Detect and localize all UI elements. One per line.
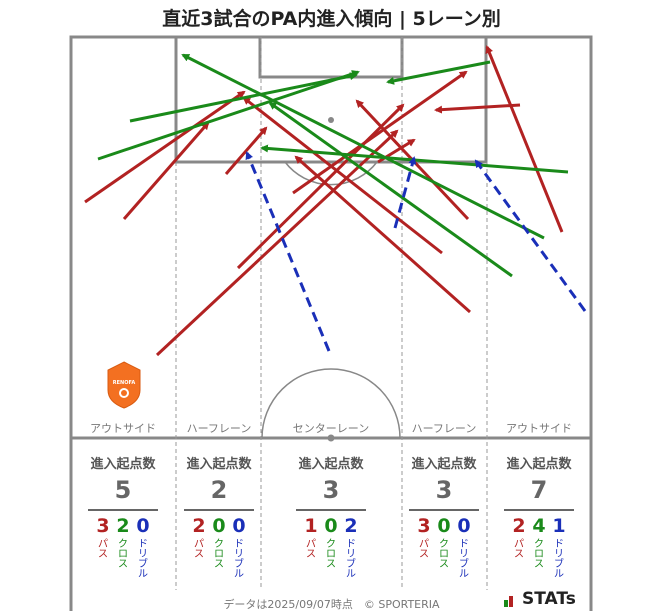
pass-arrow bbox=[434, 103, 521, 114]
entry-arrows bbox=[84, 45, 587, 357]
pass-count: 3 bbox=[417, 515, 431, 537]
stats-header: 進入起点数 bbox=[186, 457, 252, 472]
stats-header: 進入起点数 bbox=[90, 457, 156, 472]
cross-label: クロス bbox=[326, 539, 336, 570]
stats-header: 進入起点数 bbox=[506, 457, 572, 472]
svg-text:RENOFA: RENOFA bbox=[113, 380, 136, 386]
pass-count: 1 bbox=[304, 515, 318, 537]
dribble-label: ドリブル bbox=[459, 539, 469, 580]
pass-count: 3 bbox=[96, 515, 110, 537]
cross-arrow bbox=[181, 53, 545, 240]
pass-count: 2 bbox=[512, 515, 526, 537]
pass-count: 2 bbox=[192, 515, 206, 537]
lane-label-outside-right: アウトサイド bbox=[506, 422, 572, 435]
stats-divider bbox=[504, 509, 574, 511]
penalty-spot bbox=[328, 117, 334, 123]
goal-area bbox=[258, 35, 404, 79]
cross-arrow bbox=[97, 70, 360, 161]
stats-header: 進入起点数 bbox=[411, 457, 477, 472]
pass-arrow bbox=[292, 70, 468, 195]
lane-label-halflane-left: ハーフレーン bbox=[187, 422, 252, 435]
dribble-label: ドリブル bbox=[346, 539, 356, 580]
dribble-count: 0 bbox=[232, 515, 246, 537]
pass-label: パス bbox=[306, 539, 316, 560]
cross-arrow bbox=[386, 60, 491, 85]
pass-arrow bbox=[84, 90, 246, 204]
cross-count: 4 bbox=[532, 515, 546, 537]
cross-count: 0 bbox=[324, 515, 338, 537]
stats-logo-icon bbox=[504, 596, 513, 607]
stats-divider bbox=[296, 509, 366, 511]
lane-label-outside-left: アウトサイド bbox=[90, 422, 156, 435]
cross-arrow bbox=[129, 72, 358, 123]
dribble-arrow bbox=[245, 151, 331, 352]
dribble-label: ドリブル bbox=[234, 539, 244, 580]
pass-label: パス bbox=[514, 539, 524, 560]
pass-arrow bbox=[485, 45, 564, 233]
pass-arrow bbox=[294, 155, 471, 314]
pass-label: パス bbox=[98, 539, 108, 560]
cross-label: クロス bbox=[118, 539, 128, 570]
entry-total: 3 bbox=[322, 476, 340, 504]
dribble-count: 0 bbox=[457, 515, 471, 537]
cross-count: 0 bbox=[212, 515, 226, 537]
dribble-arrow bbox=[393, 156, 417, 229]
lane-label-halflane-right: ハーフレーン bbox=[412, 422, 477, 435]
entry-total: 7 bbox=[530, 476, 548, 504]
pass-arrow bbox=[236, 103, 405, 270]
dribble-count: 2 bbox=[344, 515, 358, 537]
pass-arrow bbox=[155, 129, 399, 357]
pass-arrow bbox=[224, 126, 268, 175]
pass-label: パス bbox=[194, 539, 204, 560]
cross-label: クロス bbox=[439, 539, 449, 570]
cross-count: 2 bbox=[116, 515, 130, 537]
dribble-arrow bbox=[474, 159, 587, 312]
pass-label: パス bbox=[419, 539, 429, 560]
brand-name: STATs bbox=[522, 589, 576, 609]
dribble-count: 0 bbox=[136, 515, 150, 537]
lane-label-center: センターレーン bbox=[293, 422, 369, 435]
cross-arrow bbox=[268, 101, 513, 278]
cross-label: クロス bbox=[214, 539, 224, 570]
entry-total: 2 bbox=[210, 476, 228, 504]
pass-arrow bbox=[242, 96, 443, 255]
stats-divider bbox=[409, 509, 479, 511]
cross-count: 0 bbox=[437, 515, 451, 537]
stats-divider bbox=[184, 509, 254, 511]
cross-label: クロス bbox=[534, 539, 544, 570]
entry-total: 3 bbox=[435, 476, 453, 504]
stats-divider bbox=[88, 509, 158, 511]
center-spot bbox=[327, 434, 335, 442]
entry-total: 5 bbox=[114, 476, 132, 504]
team-badge-logo: RENOFA bbox=[107, 361, 141, 409]
dribble-label: ドリブル bbox=[138, 539, 148, 580]
dribble-count: 1 bbox=[552, 515, 566, 537]
chart-title: 直近3試合のPA内進入傾向 | 5レーン別 bbox=[162, 8, 501, 30]
center-circle bbox=[261, 368, 401, 439]
dribble-label: ドリブル bbox=[554, 539, 564, 580]
pass-arrow bbox=[122, 121, 210, 220]
footer-note: データは2025/09/07時点 © SPORTERIA bbox=[223, 598, 440, 611]
penalty-area bbox=[174, 35, 488, 164]
stats-header: 進入起点数 bbox=[298, 457, 364, 472]
